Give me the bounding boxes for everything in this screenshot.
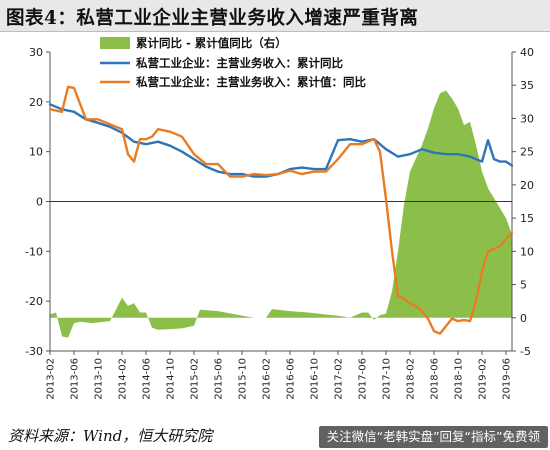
x-tick-label: 2013-10 — [94, 358, 105, 400]
y-right-tick-label: 40 — [520, 46, 534, 59]
legend-label: 私营工业企业：主营业务收入：累计值：同比 — [136, 75, 366, 89]
y-left-tick-label: -10 — [25, 245, 43, 258]
lines-layer — [48, 85, 514, 335]
x-tick-label: 2014-10 — [166, 358, 177, 400]
x-tick-label: 2017-02 — [334, 358, 345, 400]
y-left-tick-label: 20 — [29, 96, 43, 109]
y-right-tick-label: 20 — [520, 179, 534, 192]
x-tick-label: 2018-02 — [406, 358, 417, 400]
chart-title: 图表4：私营工业企业主营业务收入增速严重背离 — [6, 8, 419, 29]
legend-label: 累计同比 - 累计值同比（右） — [136, 36, 287, 50]
y-right-tick-label: 35 — [520, 79, 534, 92]
y-right-tick-label: 15 — [520, 212, 534, 225]
x-tick-label: 2018-06 — [430, 358, 441, 400]
x-tick-label: 2016-06 — [286, 358, 297, 400]
source-note: 资料来源：Wind，恒大研究院 — [8, 427, 213, 445]
axes: -30 -20 -10 0 10 20 30 -5 0 5 10 15 20 25 30 35 40 2013-0… — [25, 46, 534, 400]
y-right-tick-label: -5 — [520, 345, 531, 358]
series-line-cumulative-yoy — [48, 103, 514, 178]
x-tick-label: 2017-06 — [358, 358, 369, 400]
y-right-tick-label: 10 — [520, 245, 534, 258]
y-right-tick-label: 30 — [520, 112, 534, 125]
x-tick-label: 2013-06 — [70, 358, 81, 400]
x-tick-label: 2015-10 — [238, 358, 249, 400]
title-bar: 图表4：私营工业企业主营业务收入增速严重背离 — [0, 0, 550, 32]
x-tick-label: 2017-10 — [382, 358, 393, 400]
area-layer — [50, 90, 512, 338]
x-tick-label: 2019-06 — [502, 358, 513, 400]
y-left-tick-label: 30 — [29, 46, 43, 59]
x-tick-label: 2018-10 — [454, 358, 465, 400]
x-tick-label: 2015-06 — [214, 358, 225, 400]
y-left-tick-label: -30 — [25, 345, 43, 358]
x-tick-label: 2015-02 — [190, 358, 201, 400]
watermark-banner: 关注微信“老韩实盘”回复“指标”免费领 — [318, 426, 548, 448]
x-tick-label: 2016-10 — [310, 358, 321, 400]
x-tick-label: 2019-02 — [478, 358, 489, 400]
y-left-tick-label: -20 — [25, 295, 43, 308]
legend: 累计同比 - 累计值同比（右） 私营工业企业：主营业务收入：累计同比私营工业企业：… — [100, 36, 366, 89]
y-right-tick-label: 25 — [520, 146, 534, 159]
legend-label: 私营工业企业：主营业务收入：累计同比 — [136, 56, 343, 70]
x-tick-label: 2013-02 — [46, 358, 57, 400]
x-tick-label: 2014-02 — [118, 358, 129, 400]
y-right-tick-label: 5 — [520, 279, 527, 292]
y-right-tick-label: 0 — [520, 312, 527, 325]
y-left-tick-label: 10 — [29, 146, 43, 159]
legend-swatch-area — [100, 37, 130, 49]
x-tick-label: 2016-02 — [262, 358, 273, 400]
y-left-tick-label: 0 — [36, 196, 43, 209]
area-series-diff — [50, 90, 512, 338]
series-line-cumulative-value-yoy — [48, 85, 514, 335]
x-tick-label: 2014-06 — [142, 358, 153, 400]
chart: -30 -20 -10 0 10 20 30 -5 0 5 10 15 20 25 30 35 40 2013-0… — [25, 36, 534, 400]
